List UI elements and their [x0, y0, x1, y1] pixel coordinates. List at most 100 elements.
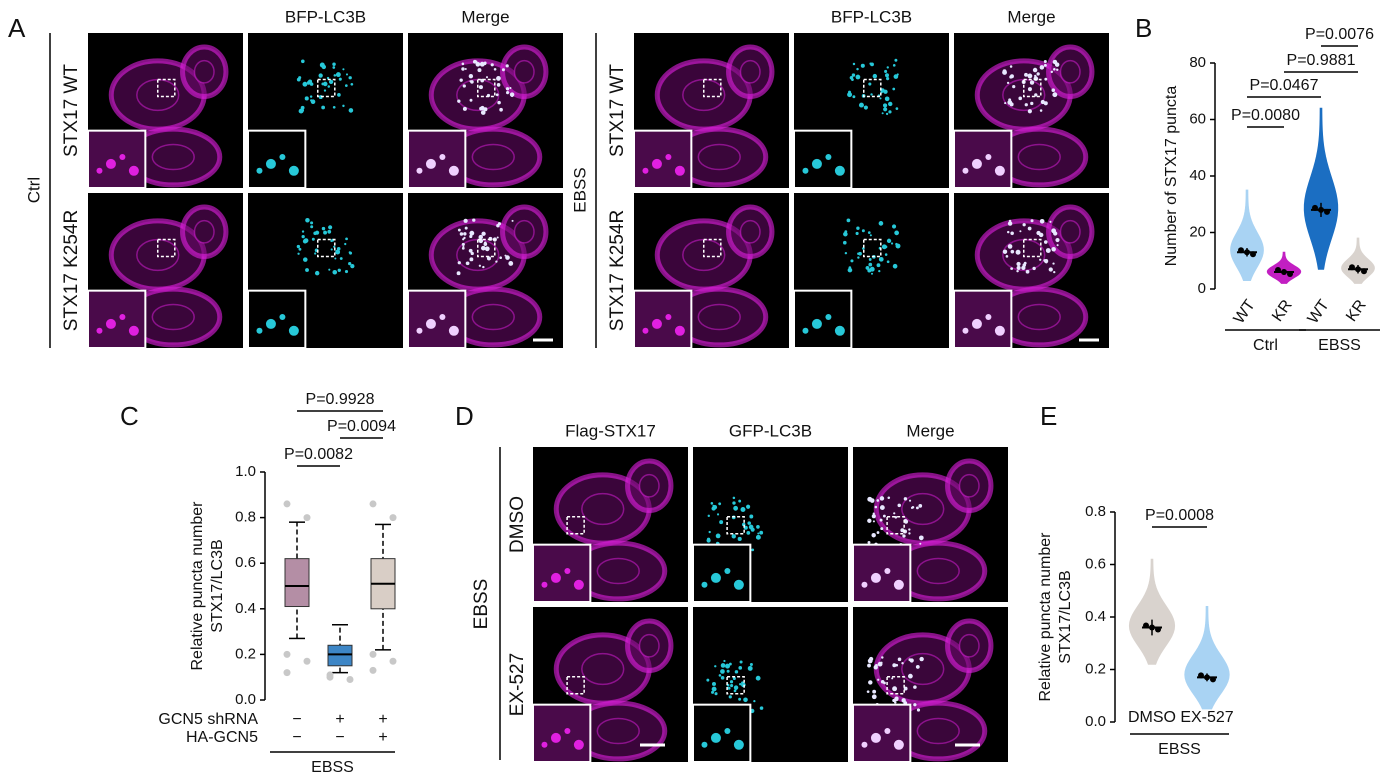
puncta: [911, 505, 915, 509]
puncta: [463, 232, 467, 236]
puncta: [1032, 67, 1038, 73]
puncta: [884, 253, 888, 256]
puncta: [348, 108, 354, 113]
puncta: [1024, 72, 1028, 77]
puncta: [481, 231, 486, 236]
column-header: Merge: [906, 421, 954, 440]
puncta: [913, 703, 917, 707]
puncta: [350, 264, 355, 269]
replicate-dot: [1318, 206, 1324, 213]
puncta: [878, 256, 884, 262]
puncta: [493, 67, 497, 71]
micrograph: [953, 33, 1109, 189]
puncta: [876, 263, 881, 268]
puncta: [1015, 249, 1021, 255]
puncta: [305, 218, 310, 223]
puncta: [350, 82, 354, 86]
puncta: [464, 68, 467, 71]
puncta: [852, 62, 856, 66]
puncta: [720, 669, 725, 674]
puncta: [496, 236, 499, 239]
puncta: [1051, 228, 1057, 234]
y-tick-label: 0.8: [1085, 503, 1106, 520]
micrograph: [953, 193, 1109, 349]
puncta: [468, 73, 474, 79]
puncta: [857, 252, 860, 255]
inset: [247, 129, 307, 189]
puncta: [463, 236, 466, 240]
inset-puncta: [724, 568, 731, 575]
puncta: [733, 689, 737, 693]
puncta: [756, 525, 760, 529]
column-header: BFP-LC3B: [285, 7, 366, 26]
inset-puncta: [279, 314, 286, 321]
y-tick-label: 0: [1198, 280, 1206, 297]
inset: [532, 703, 592, 764]
puncta: [918, 535, 924, 541]
inset-puncta: [439, 314, 446, 321]
puncta: [469, 98, 473, 102]
replicate-dot: [1204, 674, 1210, 681]
panel-letter: C: [120, 401, 139, 431]
inset: [793, 289, 853, 349]
puncta: [1045, 261, 1048, 264]
puncta: [484, 246, 490, 252]
puncta: [876, 499, 880, 502]
puncta: [855, 74, 861, 80]
puncta: [459, 78, 463, 82]
puncta: [872, 689, 877, 694]
puncta: [706, 678, 710, 682]
replicate-dot: [1361, 268, 1367, 275]
puncta: [894, 697, 899, 702]
inset-puncta: [119, 314, 126, 321]
inset: [692, 703, 752, 764]
puncta: [1030, 101, 1034, 106]
puncta: [1043, 59, 1047, 63]
y-axis-label: STX17/LC3B: [1057, 570, 1074, 663]
outlier: [346, 675, 354, 683]
puncta: [903, 497, 908, 501]
replicate-dot: [1210, 676, 1216, 683]
puncta: [866, 690, 870, 694]
inset-puncta: [256, 167, 263, 174]
puncta: [895, 243, 901, 249]
puncta: [304, 96, 309, 101]
puncta: [738, 697, 742, 701]
puncta: [321, 105, 326, 110]
puncta: [856, 226, 860, 230]
puncta: [869, 234, 872, 237]
roi-box: [863, 238, 882, 258]
puncta: [731, 534, 736, 539]
puncta: [715, 533, 721, 539]
inset-puncta: [870, 732, 881, 743]
puncta: [478, 264, 482, 267]
puncta: [892, 663, 897, 668]
condition-value: +: [378, 729, 387, 746]
puncta: [918, 504, 923, 508]
puncta: [1012, 85, 1016, 89]
puncta: [711, 690, 715, 694]
replicate-dot: [1349, 264, 1355, 271]
puncta: [495, 93, 499, 97]
puncta: [1039, 258, 1042, 261]
puncta: [871, 533, 876, 538]
puncta: [1053, 270, 1056, 274]
puncta: [919, 542, 922, 545]
nucleus: [471, 303, 515, 331]
violin: [1303, 107, 1339, 270]
puncta: [730, 684, 734, 688]
puncta: [485, 76, 489, 79]
column-header: Merge: [1007, 7, 1055, 26]
puncta: [1016, 265, 1021, 270]
inset-puncta: [105, 318, 116, 329]
replicate-dot: [1155, 626, 1161, 633]
nucleus: [596, 557, 640, 585]
puncta: [711, 681, 716, 686]
y-axis-label: Relative puncta number: [1037, 532, 1054, 702]
puncta: [714, 692, 718, 696]
violin: [1128, 558, 1176, 665]
puncta: [332, 62, 336, 67]
puncta: [337, 93, 341, 97]
puncta: [1007, 221, 1013, 226]
inset-puncta: [665, 154, 672, 161]
